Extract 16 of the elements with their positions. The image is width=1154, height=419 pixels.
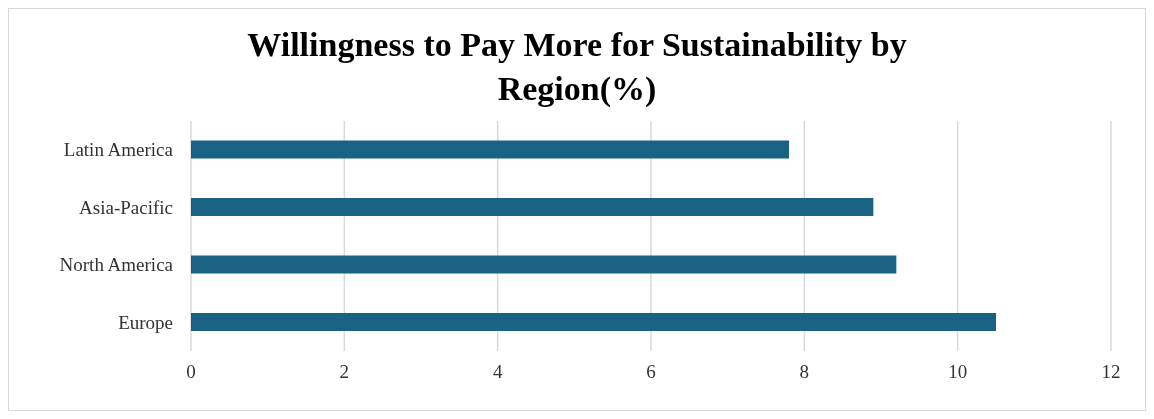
bar bbox=[191, 255, 897, 274]
y-tick-label: Latin America bbox=[63, 139, 174, 161]
x-tick-label: 8 bbox=[799, 361, 810, 383]
y-tick-label: North America bbox=[59, 254, 174, 276]
x-tick-label: 10 bbox=[948, 361, 968, 383]
bar bbox=[191, 313, 996, 332]
bar bbox=[191, 140, 789, 159]
x-tick-label: 0 bbox=[186, 361, 196, 383]
x-tick-label: 6 bbox=[646, 361, 656, 383]
x-tick-label: 4 bbox=[492, 361, 503, 383]
x-tick-label: 2 bbox=[339, 361, 350, 383]
chart-title: Willingness to Pay More for Sustainability by Region(%) bbox=[246, 25, 908, 109]
y-tick-label: Europe bbox=[118, 311, 173, 333]
x-tick-label: 12 bbox=[1101, 361, 1121, 383]
bar bbox=[191, 198, 874, 217]
y-tick-label: Asia-Pacific bbox=[79, 196, 173, 218]
